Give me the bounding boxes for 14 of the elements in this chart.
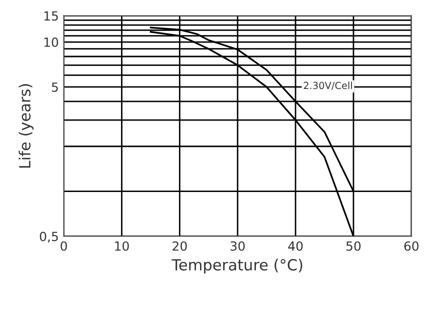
x-tick-label: 60: [404, 241, 419, 251]
y-tick-label: 5: [52, 82, 58, 92]
y-tick-label: 0,5: [40, 232, 58, 242]
x-tick-label: 0: [60, 241, 67, 251]
annotation: 2.30V/Cell: [304, 82, 352, 90]
x-tick-label: 20: [172, 241, 187, 251]
y-axis-title: Life (years): [18, 84, 34, 168]
x-tick-label: 10: [115, 241, 129, 251]
x-tick-label: 50: [346, 241, 361, 251]
x-tick-label: 40: [288, 241, 303, 251]
x-axis-title: Temperature (°C): [172, 258, 302, 274]
y-tick-label: 10: [44, 38, 58, 47]
x-tick-label: 30: [230, 241, 245, 251]
y-tick-label: 15: [44, 11, 58, 21]
